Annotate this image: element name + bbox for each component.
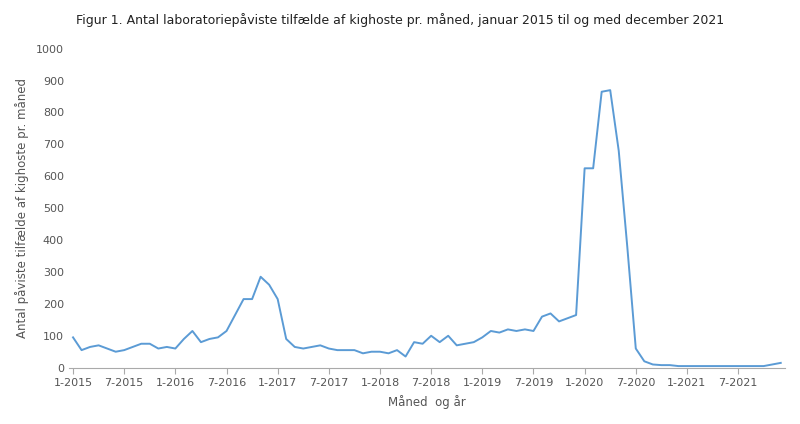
Y-axis label: Antal påviste tilfælde af kighoste pr. måned: Antal påviste tilfælde af kighoste pr. m…: [15, 78, 29, 338]
X-axis label: Måned  og år: Måned og år: [388, 395, 466, 409]
Text: Figur 1. Antal laboratoriepåviste tilfælde af kighoste pr. måned, januar 2015 ti: Figur 1. Antal laboratoriepåviste tilfæl…: [76, 13, 724, 27]
